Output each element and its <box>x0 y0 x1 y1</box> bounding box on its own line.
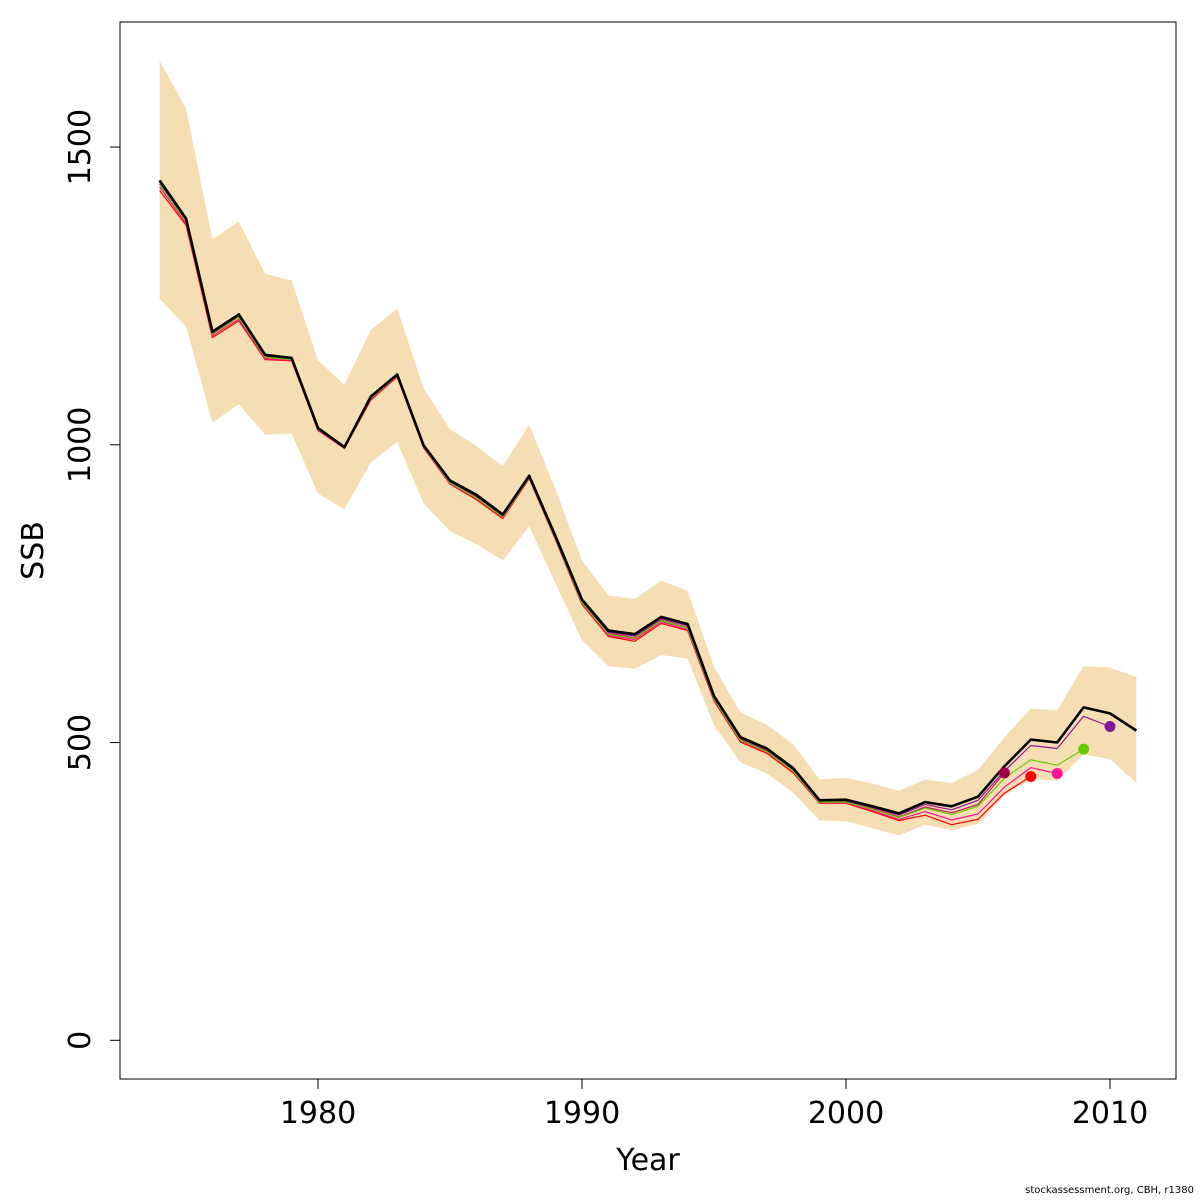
x-tick-label-2010: 2010 <box>1072 1096 1148 1131</box>
terminal-point-2010 <box>1104 721 1116 732</box>
series-line-retro-1 <box>159 183 1005 818</box>
x-tick-label-1980: 1980 <box>280 1096 356 1131</box>
terminal-point-2009 <box>1078 743 1090 755</box>
series-line-retro-5 <box>159 181 1111 816</box>
series-line-main <box>158 179 1138 815</box>
terminal-point-2006 <box>998 767 1010 779</box>
credit-text: stockassessment.org, CBH, r1380 <box>1025 1185 1194 1196</box>
confidence-band <box>159 60 1137 836</box>
y-axis-title: SSB <box>16 521 51 580</box>
x-tick-label-2000: 2000 <box>808 1096 884 1131</box>
x-axis-title: Year <box>615 1143 680 1178</box>
y-tick-label-1000: 1000 <box>63 407 98 483</box>
y-tick-label-1500: 1500 <box>63 109 98 185</box>
y-tick-label-0: 0 <box>63 1031 98 1050</box>
y-tick-label-500: 500 <box>63 714 98 771</box>
series-line-retro-4 <box>159 184 1084 819</box>
terminal-point-2007 <box>1025 771 1037 782</box>
x-tick-label-1990: 1990 <box>544 1096 620 1131</box>
series-line-retro-3 <box>159 186 1058 821</box>
terminal-point-2008 <box>1051 768 1063 779</box>
plot-frame <box>119 21 1177 1080</box>
